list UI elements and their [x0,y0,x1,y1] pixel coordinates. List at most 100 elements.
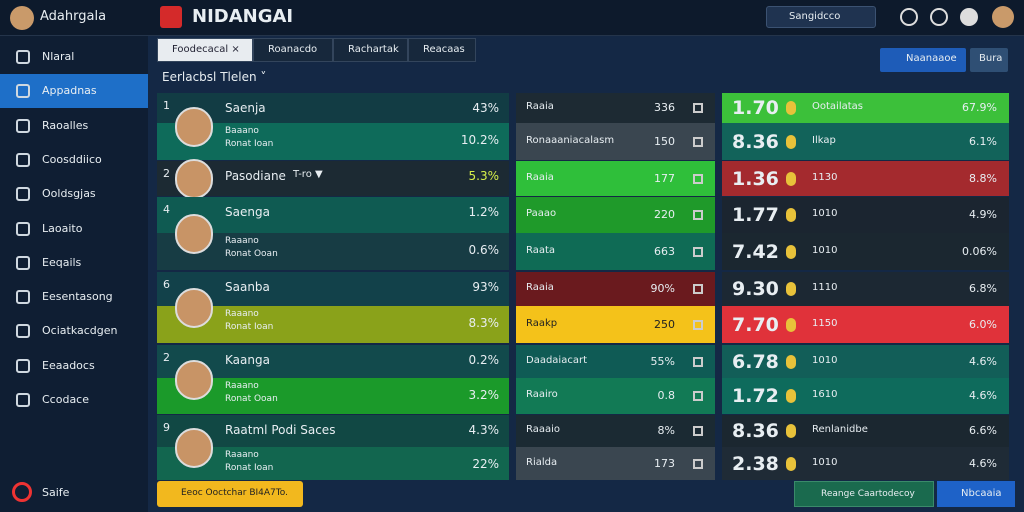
action-button[interactable]: Bura [970,48,1008,72]
odds-row[interactable]: 1.72 1610 4.6% [722,378,1009,414]
odds-value: 67.9% [962,101,997,114]
market-icon [693,246,703,257]
player-row[interactable]: Raaano Ronat Ooan 0.6% [157,233,509,270]
nav-label: Raoalles [42,118,89,132]
market-value: 663 [654,244,675,258]
brand: NIDANGAI [192,6,294,27]
market-row[interactable]: Raaia 177 [516,161,715,196]
nav-item[interactable]: Laoaito [0,212,148,246]
nav-footer[interactable]: Saife [42,486,70,499]
odds-number: 1.70 [732,97,779,119]
icon[interactable] [930,8,948,26]
player-row[interactable]: 2 Pasodiane T-ro ▼ 5.3% [157,161,509,196]
tab[interactable]: Rachartak [333,38,408,62]
nav-item[interactable]: Eeaadocs [0,349,148,383]
odds-row[interactable]: 9.30 1110 6.8% [722,272,1009,306]
market-row[interactable]: Raairo 0.8 [516,378,715,414]
odds-row[interactable]: 1.70 Ootailatas 67.9% [722,93,1009,123]
nav-item[interactable]: Ccodace [0,383,148,417]
market-row[interactable]: Raaia 336 [516,93,715,123]
nav-item[interactable]: Eeqails [0,246,148,280]
odds-icon [786,354,796,369]
nav-item[interactable]: Eesentasong [0,280,148,314]
player-name: Kaanga [225,353,270,367]
odds-value: 6.8% [969,282,997,295]
nav-item[interactable]: Appadnas [0,74,148,109]
notice: Eeoc Ooctchar BI4A7To. [157,481,303,507]
search[interactable]: Sangidcco [766,6,876,28]
tab[interactable]: Foodecacal × [157,38,253,62]
player-row[interactable]: Raaano Ronat Ioan 8.3% [157,306,509,343]
market-label: Ronaaaniacalasm [526,134,615,146]
nav-item[interactable]: Ooldsgjas [0,177,148,211]
player-row[interactable]: 2 Kaanga 0.2% [157,345,509,378]
nav-item[interactable]: Ociatkacdgen [0,314,148,348]
sub-note: Ronat Ooan [225,249,278,259]
market-value: 0.8 [657,389,676,402]
player-row[interactable]: 1 Saenja 43% [157,93,509,123]
market-row[interactable]: Raaia 90% [516,272,715,306]
market-icon [693,210,703,220]
icon[interactable] [900,8,918,26]
odds-value: 6.6% [969,424,997,437]
nav-item[interactable]: Coosddiico [0,143,148,177]
odds-value: 4.6% [969,456,997,470]
odds-label: 1610 [812,389,838,400]
confirm-button[interactable]: Reange Caartodecoy [794,481,934,507]
odds-value: 6.1% [969,134,997,148]
player-row[interactable]: 4 Saenga 1.2% [157,197,509,233]
player-avatar [175,106,213,147]
odds-row[interactable]: 8.36 Renlanidbe 6.6% [722,415,1009,447]
market-row[interactable]: Rialda 173 [516,447,715,480]
nav-icon [12,482,32,502]
icon[interactable] [960,8,978,26]
section-title: Eerlacbsl Tlelen ˅ [162,70,267,84]
odds-number: 8.36 [732,420,779,442]
player-row[interactable]: Raaano Ronat Ooan 3.2% [157,378,509,414]
nav-icon [16,84,30,99]
sub-label: Raaano [225,236,259,246]
top-bar: Adahrgala NIDANGAI Sangidcco [0,0,1024,36]
player-value: 93% [472,280,499,294]
sub-label: Raaano [225,450,259,460]
odds-number: 1.72 [732,385,779,407]
odds-number: 2.38 [732,452,779,475]
player-name: Raatml Podi Saces [225,423,336,437]
market-row[interactable]: Raata 663 [516,233,715,270]
odds-row[interactable]: 7.70 1150 6.0% [722,306,1009,343]
primary-button[interactable]: Nbcaaia [937,481,1015,507]
tab[interactable]: Roanacdo [253,38,333,62]
player-value: 1.2% [468,205,500,219]
market-row[interactable]: Raakp 250 [516,306,715,343]
market-icon [693,391,703,401]
nav-label: Eeqails [42,255,82,269]
market-row[interactable]: Raaaio 8% [516,415,715,447]
sub-label: Baaano [225,126,259,136]
nav-item[interactable]: Nlaral [0,40,148,74]
odds-row[interactable]: 2.38 1010 4.6% [722,447,1009,480]
odds-row[interactable]: 7.42 1010 0.06% [722,233,1009,270]
player-row[interactable]: Baaano Ronat Ioan 10.2% [157,123,509,160]
user-name: Adahrgala [40,9,107,24]
market-label: Paaao [526,208,557,219]
odds-label: Ilkap [812,134,836,146]
odds-label: 1010 [812,244,838,256]
odds-label: Renlanidbe [812,424,868,435]
player-row[interactable]: 6 Saanba 93% [157,272,509,306]
odds-number: 6.78 [732,350,779,373]
market-row[interactable]: Paaao 220 [516,197,715,233]
action-button[interactable]: Naanaaoe [880,48,966,72]
player-row[interactable]: Raaano Ronat Ioan 22% [157,447,509,480]
market-row[interactable]: Daadaiacart 55% [516,345,715,378]
odds-row[interactable]: 6.78 1010 4.6% [722,345,1009,378]
player-row[interactable]: 9 Raatml Podi Saces 4.3% [157,415,509,447]
odds-icon [786,456,796,471]
odds-row[interactable]: 1.36 1130 8.8% [722,161,1009,196]
odds-label: Ootailatas [812,101,863,112]
tab[interactable]: Reacaas [408,38,476,62]
player-value: 5.3% [468,169,500,183]
market-row[interactable]: Ronaaaniacalasm 150 [516,123,715,160]
nav-item[interactable]: Raoalles [0,109,148,143]
odds-row[interactable]: 8.36 Ilkap 6.1% [722,123,1009,160]
odds-row[interactable]: 1.77 1010 4.9% [722,197,1009,233]
